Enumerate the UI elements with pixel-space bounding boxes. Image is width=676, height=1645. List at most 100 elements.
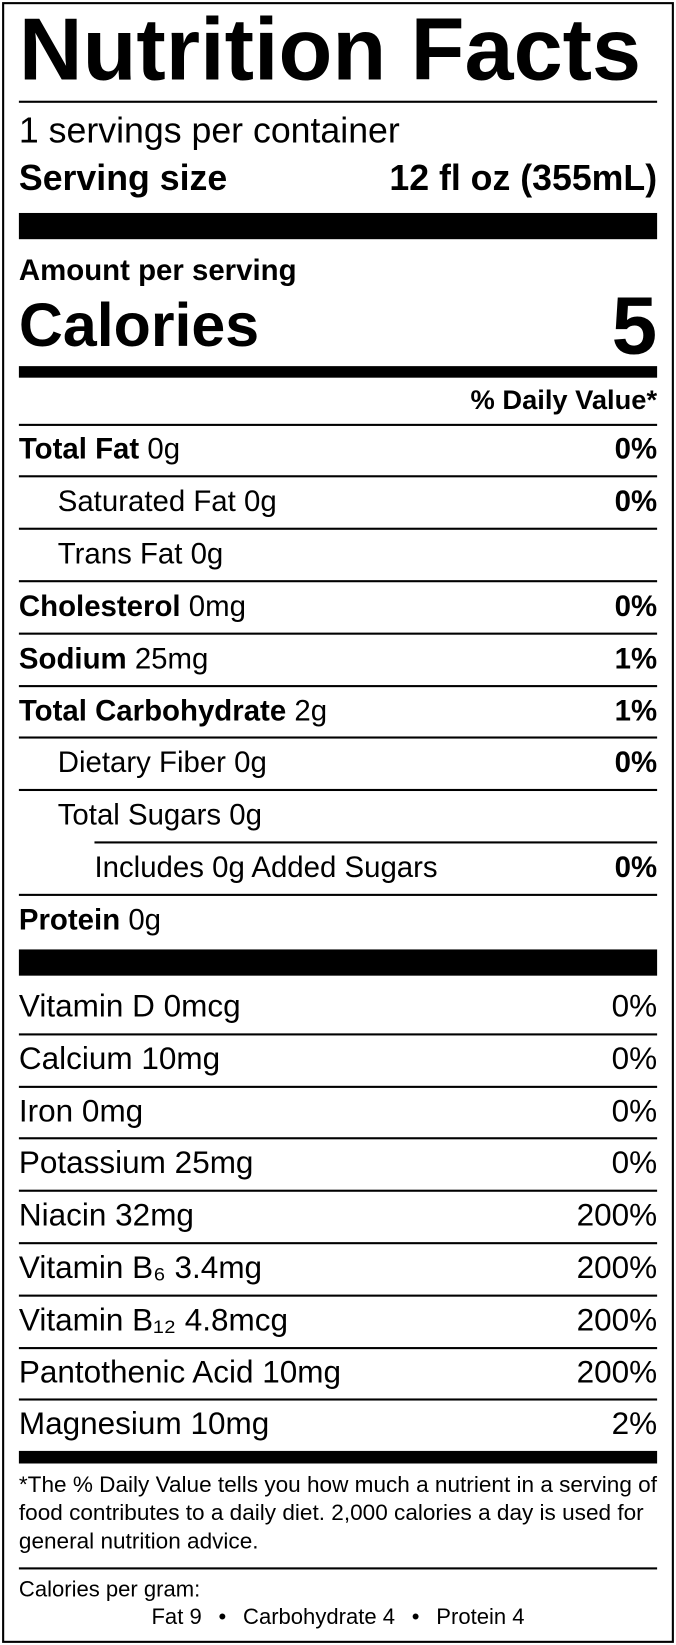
vitamin-dv: 0% [611, 989, 658, 1024]
thick-divider [18, 212, 658, 240]
vitamin-dv: 0% [611, 1093, 658, 1129]
footnote: *The % Daily Value tells you how much a … [18, 1471, 657, 1554]
medium-divider [18, 1450, 658, 1464]
vitamin-dv: 200% [576, 1198, 658, 1233]
amount-label: Amount per serving [18, 253, 297, 287]
row-divider [18, 893, 658, 897]
vitamin-dv: 2% [611, 1407, 658, 1442]
dv-header: % Daily Value* [470, 383, 658, 416]
nutrient-row: Sodium 25mg [19, 641, 208, 677]
vitamin-name: Magnesium [18, 1407, 182, 1442]
nutrient-amount: 0g [234, 746, 267, 779]
calories-per-gram-item: Protein 4 [436, 1605, 525, 1630]
divider [18, 1567, 658, 1570]
bullet: • [218, 1605, 227, 1630]
row-divider [18, 1242, 658, 1245]
divider [18, 423, 658, 426]
vitamin-name: Vitamin D [18, 989, 155, 1024]
nutrient-amount: 0g [147, 432, 181, 465]
row-divider [18, 1346, 658, 1349]
nutrient-amount: 25mg [134, 641, 209, 675]
serving-size-value: 12 fl oz (355mL) [389, 158, 658, 199]
title: Nutrition Facts [18, 0, 642, 99]
nutrient-name: Total Carbohydrate [18, 693, 287, 727]
vitamin-amount: 10mg [190, 1407, 270, 1442]
vitamin-amount: 0mcg [163, 989, 241, 1024]
nutrient-dv: 0% [614, 589, 658, 622]
vitamin-name: Niacin [18, 1198, 107, 1233]
nutrient-name: Dietary Fiber [57, 746, 226, 779]
thick-divider [18, 949, 658, 976]
nutrient-row: Protein 0g [19, 902, 161, 938]
nutrient-name: Sodium [18, 641, 127, 675]
nutrient-amount: 0g [229, 798, 262, 832]
nutrient-amount: 0mg [188, 589, 246, 622]
nutrient-row: Dietary Fiber 0g [58, 745, 267, 781]
row-divider [18, 1398, 658, 1401]
nutrient-name: Trans Fat [57, 536, 183, 570]
nutrient-name: Includes 0g Added Sugars [94, 851, 438, 884]
vitamin-row: Calcium 10mg [19, 1040, 220, 1078]
nutrient-row: Total Carbohydrate 2g [19, 693, 327, 729]
vitamin-row: Iron 0mg [19, 1093, 143, 1131]
row-divider [18, 1294, 658, 1297]
row-divider [18, 789, 658, 792]
calories-per-gram-item: Carbohydrate 4 [243, 1605, 395, 1630]
vitamin-amount: 25mg [174, 1146, 254, 1181]
vitamin-amount: 32mg [115, 1198, 194, 1233]
medium-divider [18, 366, 658, 378]
vitamin-dv: 200% [576, 1355, 658, 1390]
nutrient-amount: 0g [243, 484, 277, 518]
row-divider [18, 736, 658, 739]
vitamin-name: Potassium [18, 1146, 166, 1181]
vitamin-row: Vitamin D 0mcg [19, 988, 241, 1026]
vitamin-row: Vitamin B₆ 3.4mg [19, 1249, 262, 1287]
vitamin-amount: 3.4mg [174, 1250, 263, 1286]
nutrient-name: Total Sugars [57, 798, 222, 832]
nutrient-name: Protein [18, 903, 121, 936]
nutrient-dv: 1% [614, 641, 658, 675]
row-divider [18, 1189, 658, 1192]
nutrient-amount: 0g [128, 903, 162, 936]
nutrient-amount: 0g [190, 536, 224, 570]
vitamin-row: Niacin 32mg [19, 1197, 194, 1235]
vitamin-name: Vitamin B₁₂ [18, 1302, 176, 1338]
vitamin-row: Vitamin B₁₂ 4.8mcg [19, 1302, 288, 1340]
vitamin-amount: 10mg [262, 1355, 342, 1390]
calories-per-gram-items: Fat 9 • Carbohydrate 4 • Protein 4 [19, 1604, 657, 1630]
nutrient-row: Trans Fat 0g [58, 536, 224, 572]
vitamin-name: Vitamin B₆ [18, 1250, 166, 1286]
calories-per-gram-item: Fat 9 [151, 1605, 202, 1630]
nutrient-name: Cholesterol [18, 589, 181, 622]
nutrient-dv: 0% [614, 484, 658, 518]
nutrient-row: Includes 0g Added Sugars [94, 850, 437, 886]
nutrient-row: Total Sugars 0g [58, 798, 262, 834]
nutrient-name: Saturated Fat [57, 484, 236, 518]
vitamin-name: Iron [18, 1093, 74, 1129]
nutrient-amount: 2g [294, 693, 328, 727]
nutrient-dv: 1% [614, 693, 658, 727]
nutrient-name: Total Fat [18, 432, 140, 465]
vitamin-dv: 200% [576, 1250, 658, 1286]
nutrient-row: Total Fat 0g [19, 431, 180, 467]
row-divider [18, 684, 658, 687]
calories-value: 5 [611, 279, 658, 372]
calories-per-gram-label: Calories per gram: [18, 1577, 201, 1602]
vitamin-dv: 0% [611, 1041, 658, 1077]
row-divider [94, 841, 658, 844]
vitamin-name: Pantothenic Acid [18, 1355, 254, 1390]
nutrient-dv: 0% [614, 746, 658, 779]
row-divider [18, 527, 658, 530]
row-divider [18, 1085, 658, 1088]
vitamin-row: Potassium 25mg [19, 1145, 254, 1183]
vitamin-amount: 10mg [141, 1041, 221, 1077]
row-divider [18, 1033, 658, 1036]
serving-size-label: Serving size [18, 158, 228, 199]
nutrient-row: Cholesterol 0mg [19, 588, 246, 624]
vitamin-dv: 0% [611, 1146, 658, 1181]
vitamin-amount: 4.8mcg [184, 1302, 288, 1338]
row-divider [18, 632, 658, 635]
row-divider [18, 475, 658, 478]
